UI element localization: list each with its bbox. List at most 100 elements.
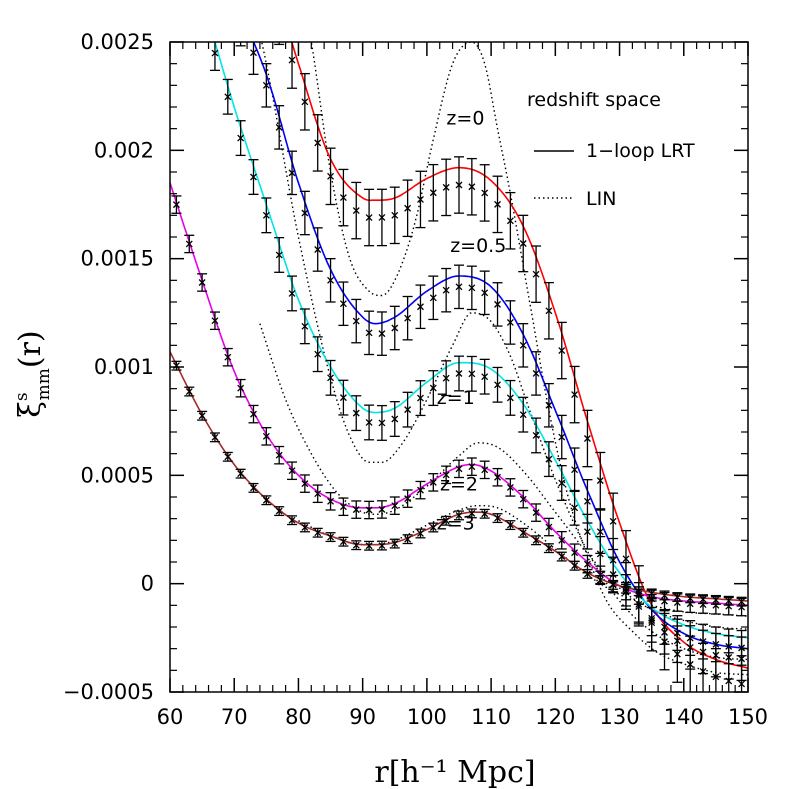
data-point bbox=[351, 181, 362, 240]
point-marker bbox=[262, 211, 270, 219]
y-axis-title: ξs mm(r) bbox=[12, 330, 54, 417]
data-point bbox=[454, 264, 464, 310]
point-marker bbox=[455, 181, 463, 189]
data-point bbox=[389, 496, 400, 515]
data-point bbox=[235, 120, 246, 157]
data-point bbox=[312, 484, 323, 504]
data-point bbox=[351, 298, 362, 344]
data-point bbox=[209, 42, 220, 72]
data-point bbox=[595, 451, 606, 510]
point-marker bbox=[224, 353, 232, 361]
data-point bbox=[261, 197, 272, 234]
data-point bbox=[299, 474, 310, 493]
data-point bbox=[492, 467, 503, 487]
data-point bbox=[620, 583, 631, 594]
data-point bbox=[441, 158, 452, 217]
data-point bbox=[351, 540, 362, 551]
point-marker bbox=[558, 536, 566, 544]
data-point bbox=[261, 427, 272, 446]
data-point bbox=[338, 497, 349, 517]
point-marker bbox=[339, 394, 347, 402]
point-marker bbox=[468, 284, 476, 292]
data-point bbox=[287, 461, 298, 481]
y-axis-argument: (r) bbox=[13, 330, 48, 368]
data-point bbox=[454, 510, 464, 521]
data-point bbox=[556, 414, 567, 460]
point-marker bbox=[481, 373, 489, 381]
data-point bbox=[274, 236, 285, 273]
point-marker bbox=[468, 183, 476, 191]
point-marker bbox=[571, 562, 579, 570]
legend-title: redshift space bbox=[527, 89, 661, 111]
point-marker bbox=[327, 374, 335, 382]
point-marker bbox=[404, 406, 412, 414]
data-point bbox=[389, 401, 400, 437]
point-marker bbox=[455, 465, 463, 473]
point-marker bbox=[224, 93, 232, 101]
data-point bbox=[479, 358, 490, 395]
point-marker bbox=[494, 473, 501, 481]
data-point bbox=[312, 336, 323, 373]
data-point bbox=[325, 492, 336, 511]
data-point bbox=[287, 42, 298, 89]
point-marker bbox=[558, 553, 566, 561]
point-marker bbox=[417, 394, 424, 402]
point-marker bbox=[673, 593, 681, 601]
point-marker bbox=[237, 470, 245, 478]
x-tick-label: 140 bbox=[664, 705, 704, 729]
data-point bbox=[364, 540, 375, 551]
data-point bbox=[248, 42, 259, 75]
data-point bbox=[569, 560, 580, 571]
point-marker bbox=[211, 317, 219, 325]
point-marker bbox=[275, 251, 283, 259]
point-marker bbox=[532, 369, 540, 377]
redshift-label: z=1 bbox=[437, 387, 475, 409]
data-point bbox=[454, 156, 464, 214]
point-marker bbox=[417, 195, 424, 203]
point-marker bbox=[262, 81, 270, 89]
point-marker bbox=[661, 591, 668, 599]
point-marker bbox=[468, 509, 476, 517]
point-marker bbox=[558, 433, 566, 441]
point-marker bbox=[596, 571, 604, 579]
point-marker bbox=[725, 602, 733, 610]
data-point bbox=[376, 540, 387, 551]
data-point bbox=[672, 615, 683, 652]
point-marker bbox=[468, 463, 476, 471]
point-marker bbox=[545, 455, 553, 463]
point-marker bbox=[648, 589, 656, 597]
point-marker bbox=[506, 217, 514, 225]
data-point bbox=[492, 282, 503, 327]
point-marker bbox=[738, 644, 746, 652]
point-marker bbox=[583, 560, 591, 568]
point-marker bbox=[391, 415, 399, 423]
y-axis-superscript: s bbox=[12, 392, 32, 401]
point-marker bbox=[172, 201, 180, 209]
point-marker bbox=[532, 536, 540, 544]
point-marker bbox=[583, 497, 591, 505]
point-marker bbox=[442, 183, 450, 191]
point-marker bbox=[378, 330, 386, 338]
data-point bbox=[556, 530, 567, 550]
redshift-label: z=2 bbox=[440, 474, 478, 496]
point-marker bbox=[301, 98, 309, 106]
point-marker bbox=[327, 172, 335, 180]
point-marker bbox=[237, 134, 245, 142]
point-marker bbox=[276, 13, 282, 19]
point-marker bbox=[429, 189, 437, 197]
point-marker bbox=[404, 535, 412, 543]
point-marker bbox=[648, 614, 656, 622]
redshift-label: z=0 bbox=[446, 107, 484, 129]
data-point bbox=[223, 0, 233, 16]
data-point bbox=[364, 188, 375, 247]
data-point bbox=[364, 310, 375, 356]
data-point bbox=[518, 489, 529, 509]
data-point bbox=[274, 506, 285, 517]
point-marker bbox=[596, 528, 604, 536]
point-marker bbox=[404, 495, 412, 503]
data-point bbox=[415, 380, 426, 417]
data-point bbox=[466, 508, 477, 519]
data-point bbox=[479, 270, 490, 316]
data-point bbox=[274, 445, 285, 465]
